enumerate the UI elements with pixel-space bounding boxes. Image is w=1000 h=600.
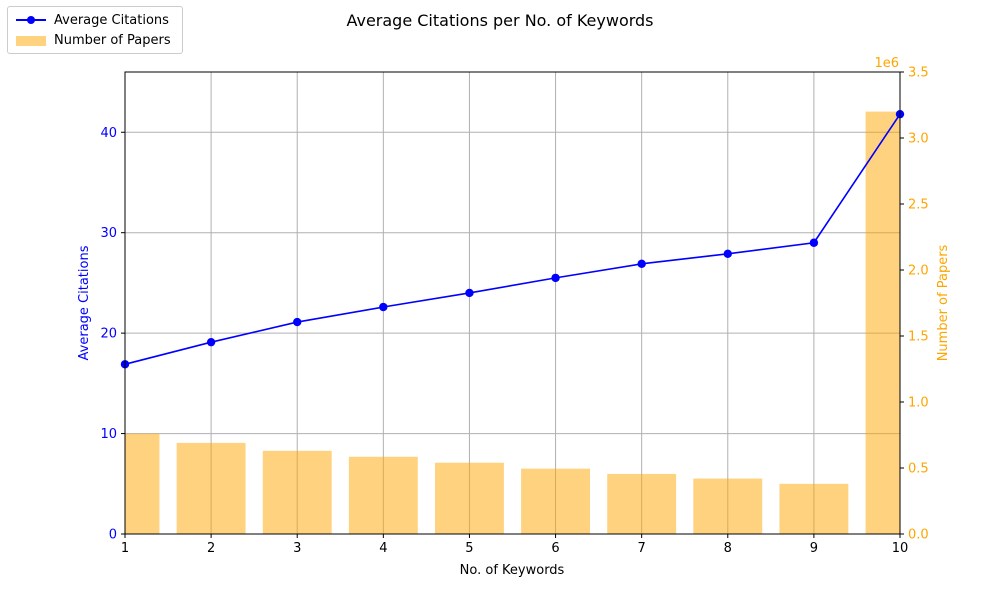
bar xyxy=(865,111,900,534)
data-point xyxy=(379,302,388,312)
y-left-tick-label: 10 xyxy=(100,427,117,442)
line-average-citations xyxy=(120,109,905,369)
legend-label: Average Citations xyxy=(54,12,169,28)
bar xyxy=(125,433,160,534)
y-right-tick-label: 0.0 xyxy=(908,528,929,543)
series-line xyxy=(124,113,901,366)
y-left-tick-label: 30 xyxy=(100,226,117,241)
x-tick-label: 3 xyxy=(293,541,301,556)
data-point xyxy=(809,238,819,247)
y-right-tick-label: 2.5 xyxy=(908,198,929,213)
y-axis-right-offset: 1e6 xyxy=(874,56,899,71)
y-right-tick-label: 3.0 xyxy=(908,132,929,147)
axes: 1 2 3 4 5 6 7 8 9 10 0 10 20 30 40 0.0 0.5 1.0 1.5 2.0 2.5 3.… xyxy=(100,66,928,557)
x-tick-label: 7 xyxy=(638,541,646,556)
y-right-tick-label: 2.0 xyxy=(908,264,929,279)
bar xyxy=(435,462,504,534)
x-axis-label: No. of Keywords xyxy=(460,563,565,578)
bar xyxy=(607,473,677,534)
x-tick-label: 4 xyxy=(379,541,387,556)
legend-bar-patch-icon xyxy=(16,33,46,47)
y-left-tick-label: 0 xyxy=(109,528,117,543)
y-axis-left-label: Average Citations xyxy=(77,245,92,360)
x-tick-label: 1 xyxy=(121,541,129,556)
data-point xyxy=(465,288,474,298)
legend-label: Number of Papers xyxy=(54,32,171,48)
bars-number-of-papers xyxy=(125,111,900,534)
y-axis-right-label: Number of Papers xyxy=(936,244,951,361)
x-tick-label: 10 xyxy=(892,541,909,556)
data-point xyxy=(637,259,646,269)
x-tick-label: 2 xyxy=(207,541,215,556)
legend-item-average-citations: Average Citations xyxy=(16,11,169,29)
x-tick-label: 8 xyxy=(724,541,732,556)
legend-line-marker-icon xyxy=(16,13,46,27)
y-right-tick-label: 1.0 xyxy=(908,396,929,411)
bar xyxy=(176,442,246,534)
legend-item-number-of-papers: Number of Papers xyxy=(16,31,171,49)
y-left-tick-label: 20 xyxy=(100,327,117,342)
x-tick-label: 5 xyxy=(465,541,473,556)
x-tick-label: 9 xyxy=(810,541,818,556)
y-right-tick-label: 3.5 xyxy=(908,66,929,81)
data-point xyxy=(293,317,302,327)
plot-frame xyxy=(124,71,901,535)
data-point xyxy=(206,337,216,347)
bar xyxy=(693,478,763,534)
x-tick-label: 6 xyxy=(551,541,559,556)
bar xyxy=(262,450,332,534)
bar xyxy=(348,456,418,534)
chart-title: Average Citations per No. of Keywords xyxy=(346,11,653,30)
legend: Average Citations Number of Papers xyxy=(7,6,183,54)
y-right-tick-label: 1.5 xyxy=(908,330,929,345)
bar xyxy=(521,468,590,534)
data-point xyxy=(551,273,560,283)
bar xyxy=(779,483,849,534)
data-point xyxy=(723,249,732,258)
y-right-tick-label: 0.5 xyxy=(908,462,929,477)
y-left-tick-label: 40 xyxy=(100,126,117,141)
